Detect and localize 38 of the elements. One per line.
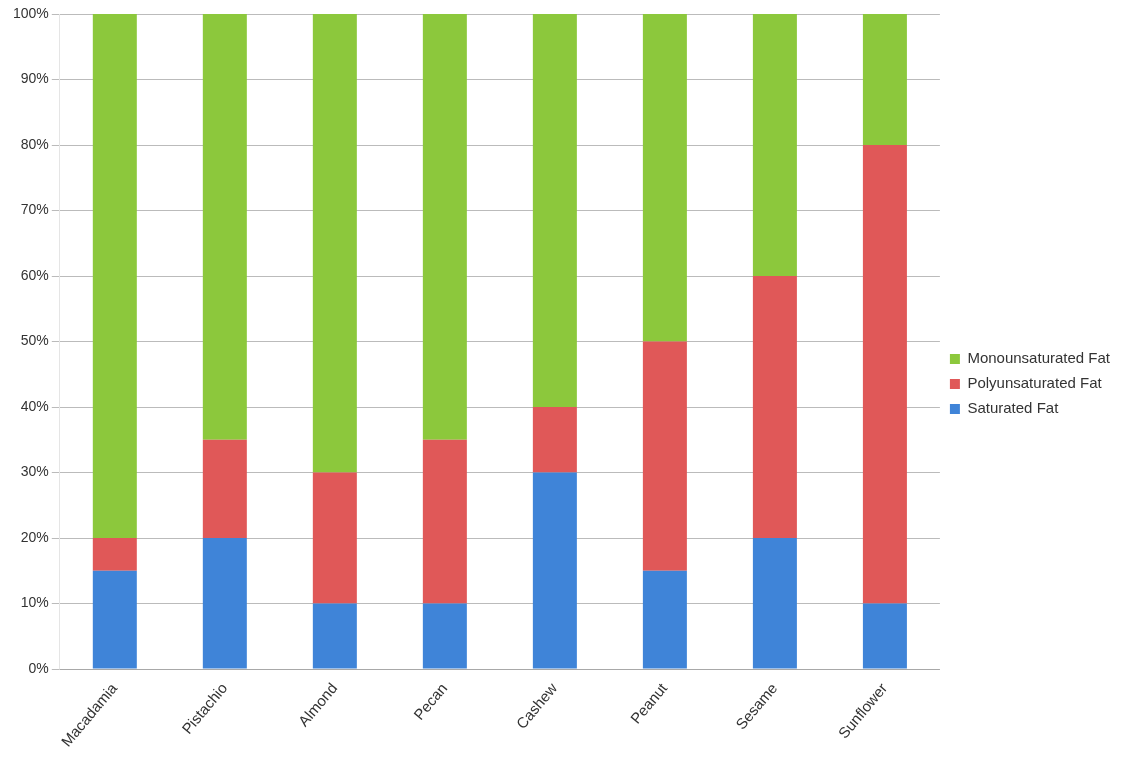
bar <box>532 407 577 473</box>
y-tick-label: 50% <box>20 332 49 349</box>
bar <box>862 145 907 604</box>
bar <box>862 603 907 669</box>
y-tick-label: 100% <box>12 4 49 21</box>
bar <box>862 14 907 146</box>
y-tick-label: 30% <box>20 463 49 480</box>
bar <box>422 439 467 604</box>
y-tick-label: 80% <box>20 135 49 152</box>
y-tick-label: 0% <box>28 659 49 676</box>
bar <box>202 538 247 669</box>
bar <box>752 14 797 277</box>
legend-label: Polyunsaturated Fat <box>967 374 1103 392</box>
bar <box>92 538 137 571</box>
bar <box>422 603 467 669</box>
y-tick-label: 90% <box>20 70 49 87</box>
bar <box>312 472 357 604</box>
bar <box>92 570 137 669</box>
legend-label: Saturated Fat <box>967 399 1060 417</box>
legend-label: Monounsaturated Fat <box>967 349 1111 367</box>
bar <box>642 341 687 571</box>
bar <box>752 276 797 539</box>
y-tick-label: 60% <box>20 266 49 283</box>
bar <box>532 14 577 408</box>
bar <box>422 14 467 440</box>
bar <box>642 14 687 342</box>
y-tick-label: 70% <box>20 201 49 218</box>
bar <box>312 603 357 669</box>
bar <box>752 538 797 669</box>
y-tick-label: 10% <box>20 594 49 611</box>
y-tick-label: 40% <box>20 397 49 414</box>
bar <box>202 14 247 440</box>
bar <box>532 472 577 669</box>
bar <box>92 14 137 539</box>
bar <box>202 439 247 539</box>
y-tick-label: 20% <box>20 528 49 545</box>
bar <box>312 14 357 473</box>
bar <box>642 570 687 669</box>
